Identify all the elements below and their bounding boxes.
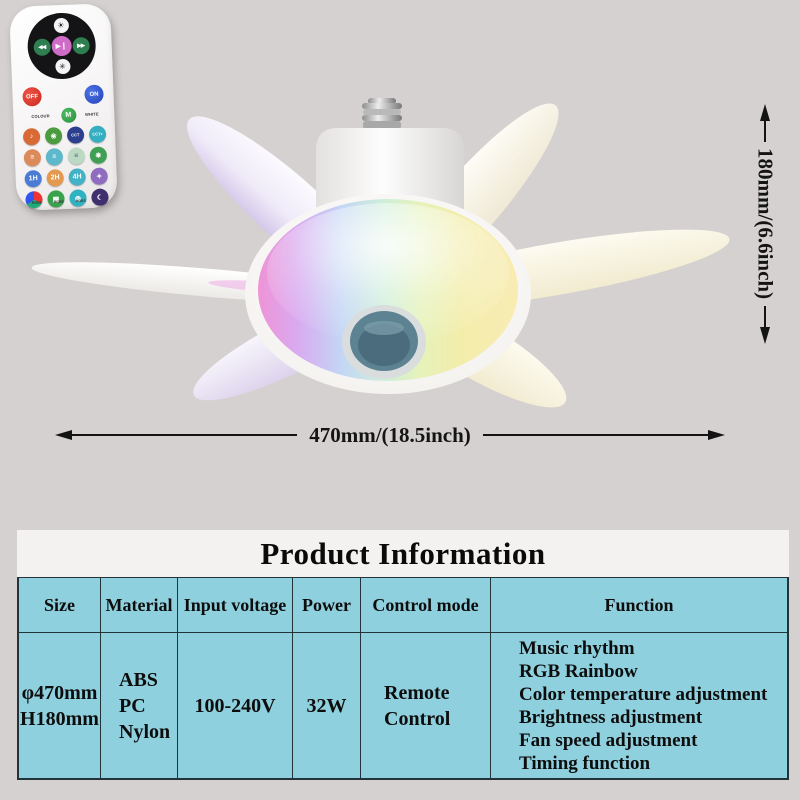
header-material: Material bbox=[101, 578, 178, 633]
header-function: Function bbox=[491, 578, 787, 633]
cell-control-mode: Remote Control bbox=[361, 633, 491, 778]
light-glow bbox=[267, 203, 509, 343]
product-info-title: Product Information bbox=[17, 530, 789, 577]
speaker-lens-inner bbox=[358, 324, 410, 366]
arrow-left-icon bbox=[55, 430, 72, 440]
fan-light-hub bbox=[245, 194, 531, 394]
product-info-table: Size Material Input voltage Power Contro… bbox=[17, 577, 789, 780]
size-diameter: φ470mm bbox=[21, 681, 98, 704]
height-dimension: 180mm/(6.6inch) bbox=[747, 104, 783, 345]
cell-input-voltage: 100-240V bbox=[178, 633, 293, 778]
prev-icon: ◀◀ bbox=[32, 38, 51, 57]
play-pause-icon: ▶❙ bbox=[50, 35, 72, 57]
dimension-line bbox=[482, 433, 709, 437]
light-icon: ☀ bbox=[53, 17, 69, 34]
dimension-line bbox=[72, 433, 298, 437]
next-icon: ▶▶ bbox=[71, 36, 90, 55]
control-mode-line2: Control bbox=[384, 707, 451, 730]
function-item: Color temperature adjustment bbox=[519, 683, 768, 705]
cell-power: 32W bbox=[293, 633, 361, 778]
input-voltage-value: 100-240V bbox=[194, 694, 276, 717]
product-info-panel: Product Information Size Material Input … bbox=[17, 530, 789, 780]
cell-size: φ470mm H180mm bbox=[19, 633, 101, 778]
dimension-line bbox=[763, 305, 767, 328]
cell-function: Music rhythm RGB Rainbow Color temperatu… bbox=[491, 633, 787, 778]
function-item: RGB Rainbow bbox=[519, 660, 638, 682]
material-nylon: Nylon bbox=[119, 720, 171, 743]
header-control-mode: Control mode bbox=[361, 578, 491, 633]
power-value: 32W bbox=[306, 694, 347, 717]
width-dimension-label: 470mm/(18.5inch) bbox=[309, 422, 471, 447]
speaker-highlight bbox=[364, 321, 404, 335]
control-mode-line1: Remote bbox=[384, 681, 450, 704]
dimension-line bbox=[763, 121, 767, 143]
header-input-voltage: Input voltage bbox=[178, 578, 293, 633]
function-item: Music rhythm bbox=[519, 637, 635, 659]
material-pc: PC bbox=[119, 694, 146, 717]
arrow-up-icon bbox=[760, 104, 770, 121]
cell-material: ABS PC Nylon bbox=[101, 633, 178, 778]
ceiling-fan-image bbox=[31, 98, 730, 408]
arrow-down-icon bbox=[760, 327, 770, 345]
header-power: Power bbox=[293, 578, 361, 633]
screw-base bbox=[362, 98, 402, 129]
size-height: H180mm bbox=[20, 707, 99, 730]
function-item: Fan speed adjustment bbox=[519, 729, 698, 751]
material-abs: ABS bbox=[119, 668, 158, 691]
arrow-right-icon bbox=[708, 430, 726, 440]
function-item: Brightness adjustment bbox=[519, 706, 703, 728]
header-size: Size bbox=[19, 578, 101, 633]
height-dimension-label: 180mm/(6.6inch) bbox=[753, 148, 778, 300]
width-dimension: 470mm/(18.5inch) bbox=[55, 422, 726, 447]
function-item: Timing function bbox=[519, 752, 651, 774]
